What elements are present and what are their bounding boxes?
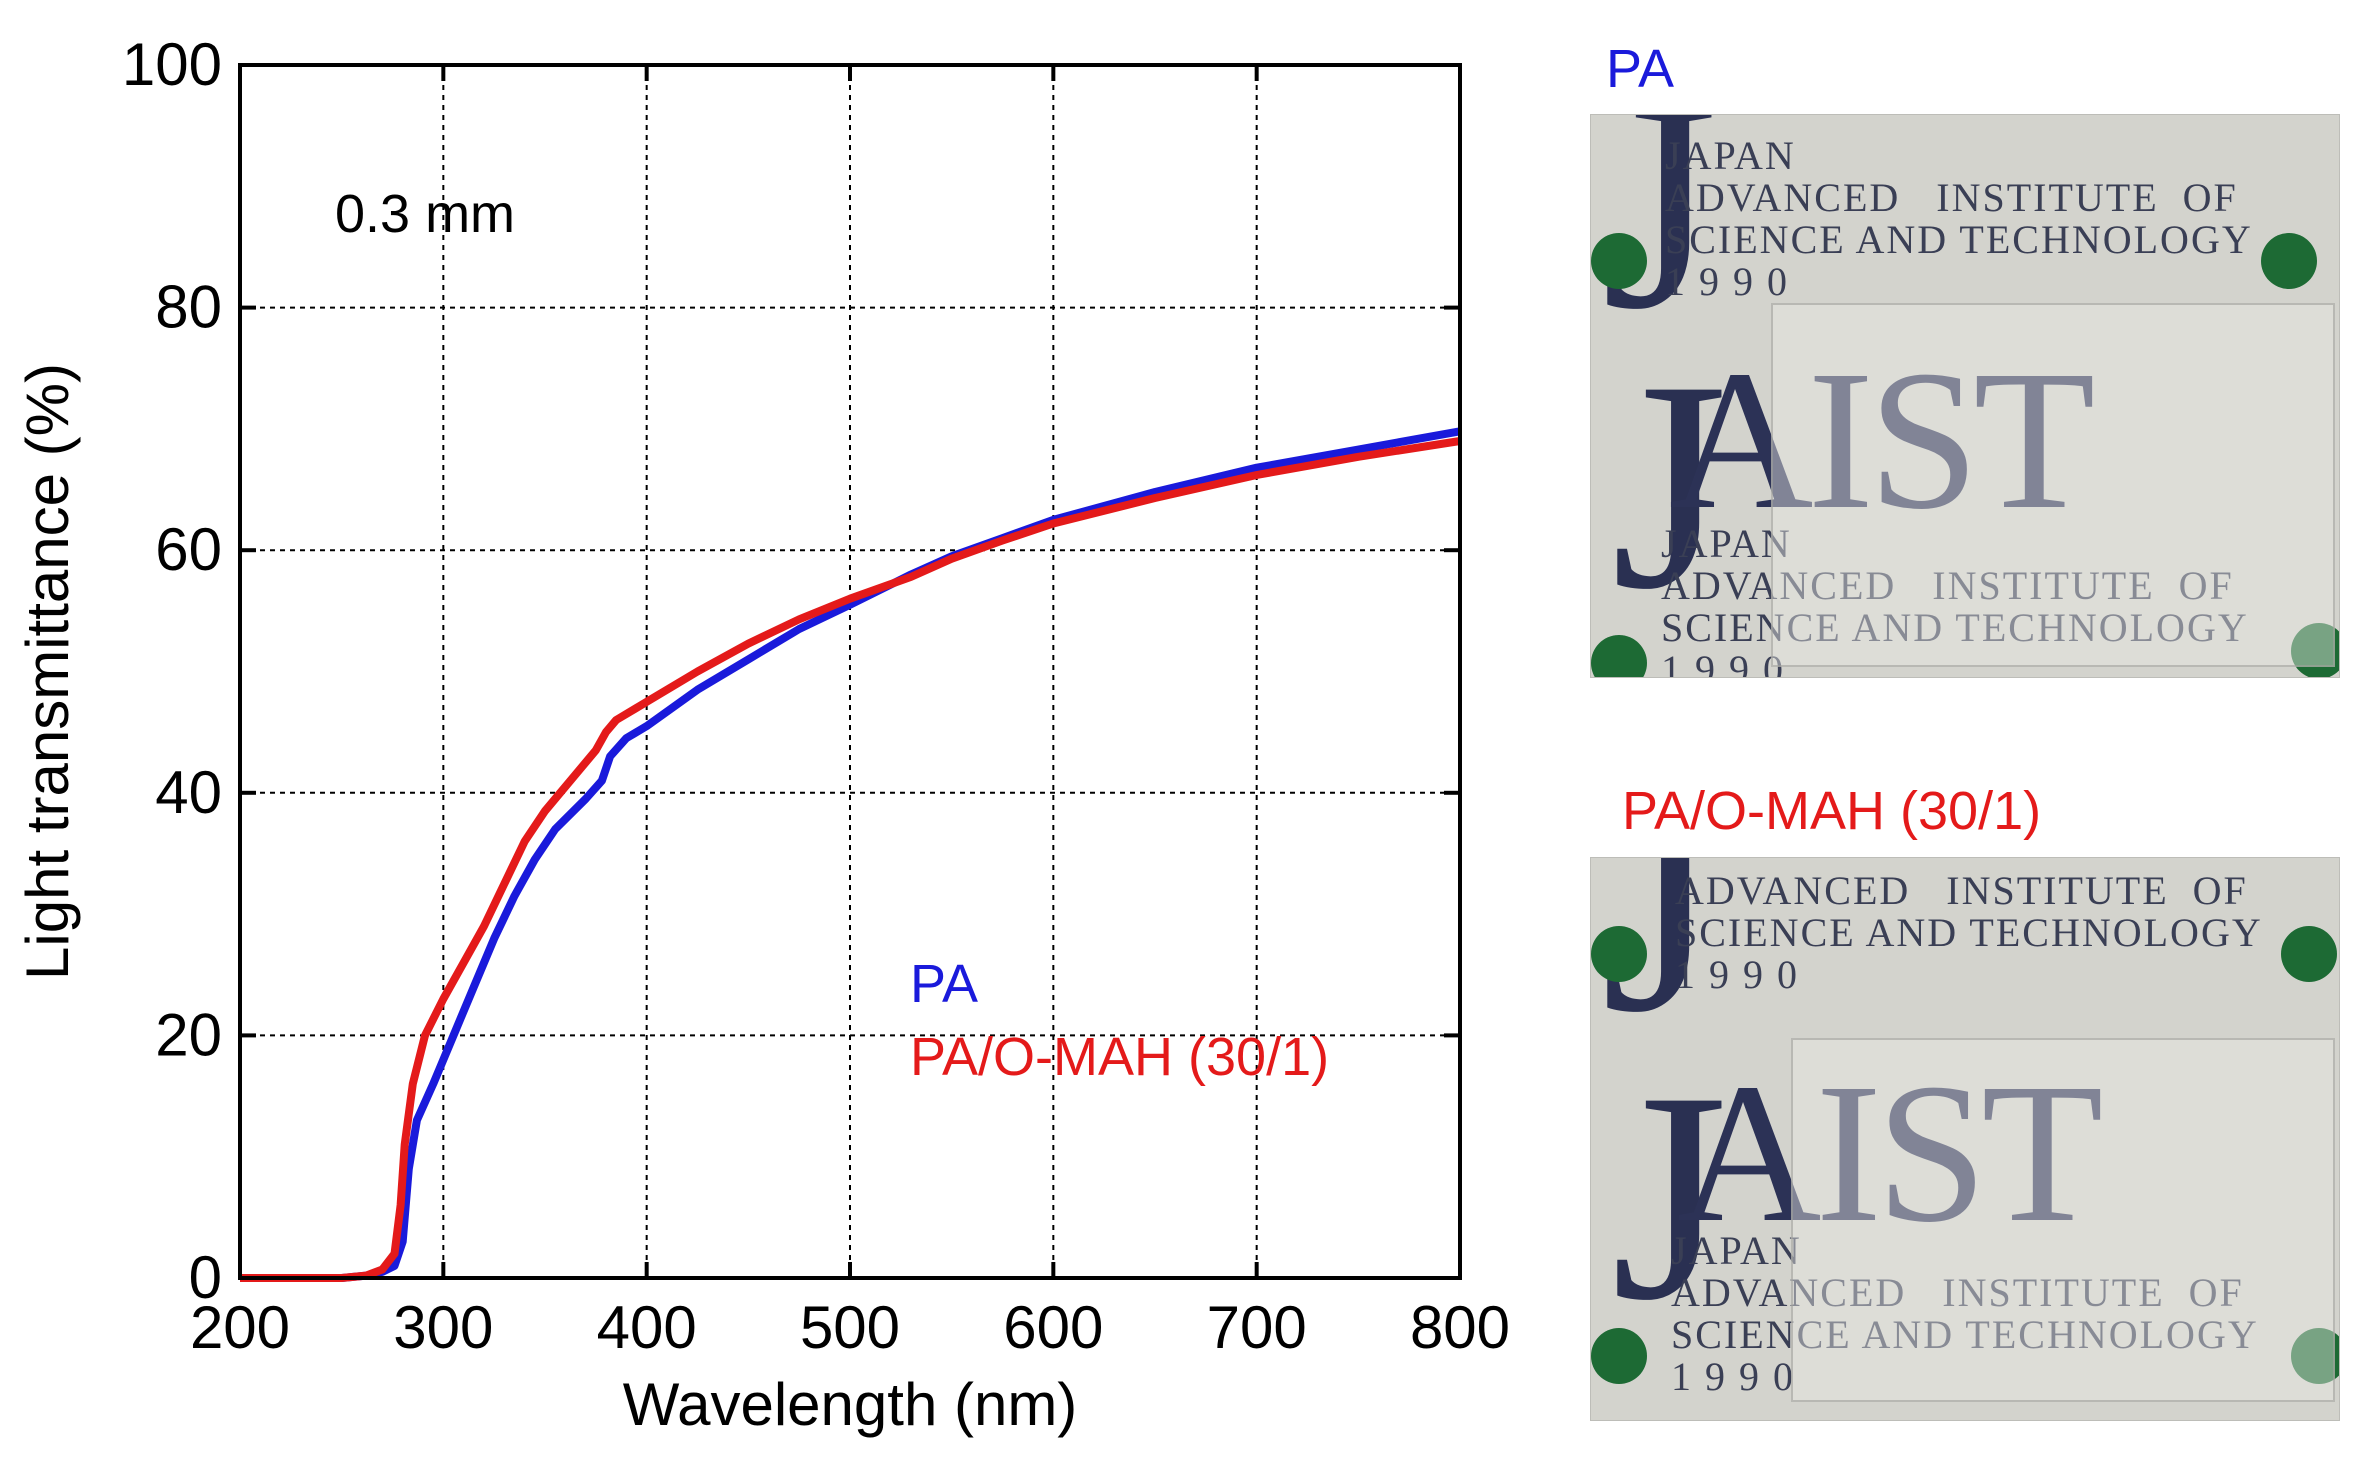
x-tick-label: 400 <box>597 1294 697 1361</box>
series-lines <box>240 427 1461 1282</box>
jaist-j-mark-icon: J <box>1611 1030 1728 1362</box>
y-tick-label: 60 <box>155 516 222 583</box>
y-tick-label: 0 <box>189 1244 222 1311</box>
photo-logo-text: AIST <box>1677 1043 2103 1264</box>
green-dot-icon <box>2281 926 2337 982</box>
jaist-j-mark-icon: J <box>1611 319 1728 651</box>
photo-small-text: ADVANCED INSTITUTE OF SCIENCE AND TECHNO… <box>1675 868 2263 997</box>
y-tick-label: 100 <box>122 31 222 98</box>
y-tick-label: 40 <box>155 759 222 826</box>
green-dot-icon <box>1591 233 1647 289</box>
photo-small-text: JAPAN ADVANCED INSTITUTE OF SCIENCE AND … <box>1665 133 2253 304</box>
chart-legend: PA PA/O-MAH (30/1) <box>910 954 1329 1087</box>
photo-lower-text: JAPAN ADVANCED INSTITUTE OF SCIENCE AND … <box>1661 521 2249 678</box>
green-dot-icon <box>1591 635 1647 677</box>
grid-lines <box>240 65 1460 1278</box>
x-tick-label: 700 <box>1207 1294 1307 1361</box>
green-dot-icon <box>1591 926 1647 982</box>
thickness-annotation: 0.3 mm <box>335 184 515 244</box>
legend-entry-pa: PA <box>910 954 978 1014</box>
photo-pa-omah-film: J ADVANCED INSTITUTE OF SCIENCE AND TECH… <box>1590 857 2340 1421</box>
transparent-film-sample <box>1771 303 2335 667</box>
photo-lower-text: JAPAN ADVANCED INSTITUTE OF SCIENCE AND … <box>1671 1228 2259 1399</box>
green-dot-icon <box>1591 1328 1647 1384</box>
photo-logo-text: AIST <box>1669 330 2095 551</box>
transparent-film-sample <box>1791 1038 2335 1402</box>
x-axis-title: Wavelength (nm) <box>623 1371 1078 1438</box>
green-dot-icon <box>2291 623 2339 677</box>
y-tick-label: 80 <box>155 274 222 341</box>
x-tick-label: 500 <box>800 1294 900 1361</box>
legend-entry-pa-omah: PA/O-MAH (30/1) <box>910 1027 1329 1087</box>
green-dot-icon <box>2291 1328 2339 1384</box>
photo-label-pa: PA <box>1606 39 1675 99</box>
x-tick-label: 600 <box>1003 1294 1103 1361</box>
y-tick-label: 20 <box>155 1001 222 1068</box>
y-axis-title: Light transmittance (%) <box>14 363 81 980</box>
green-dot-icon <box>2261 233 2317 289</box>
series-line-pa-omah <box>240 437 1461 1282</box>
x-tick-label: 300 <box>393 1294 493 1361</box>
photo-pa-film: J JAPAN ADVANCED INSTITUTE OF SCIENCE AN… <box>1590 114 2340 678</box>
x-tick-label: 200 <box>190 1294 290 1361</box>
x-tick-label: 800 <box>1410 1294 1510 1361</box>
transmittance-chart: 200 300 400 500 600 700 800 0 20 40 60 80 100 Wavele… <box>14 31 1510 1438</box>
axis-ticks: 200 300 400 500 600 700 800 0 20 40 60 80 100 <box>122 31 1510 1361</box>
photo-label-pa-omah: PA/O-MAH (30/1) <box>1622 781 2042 841</box>
